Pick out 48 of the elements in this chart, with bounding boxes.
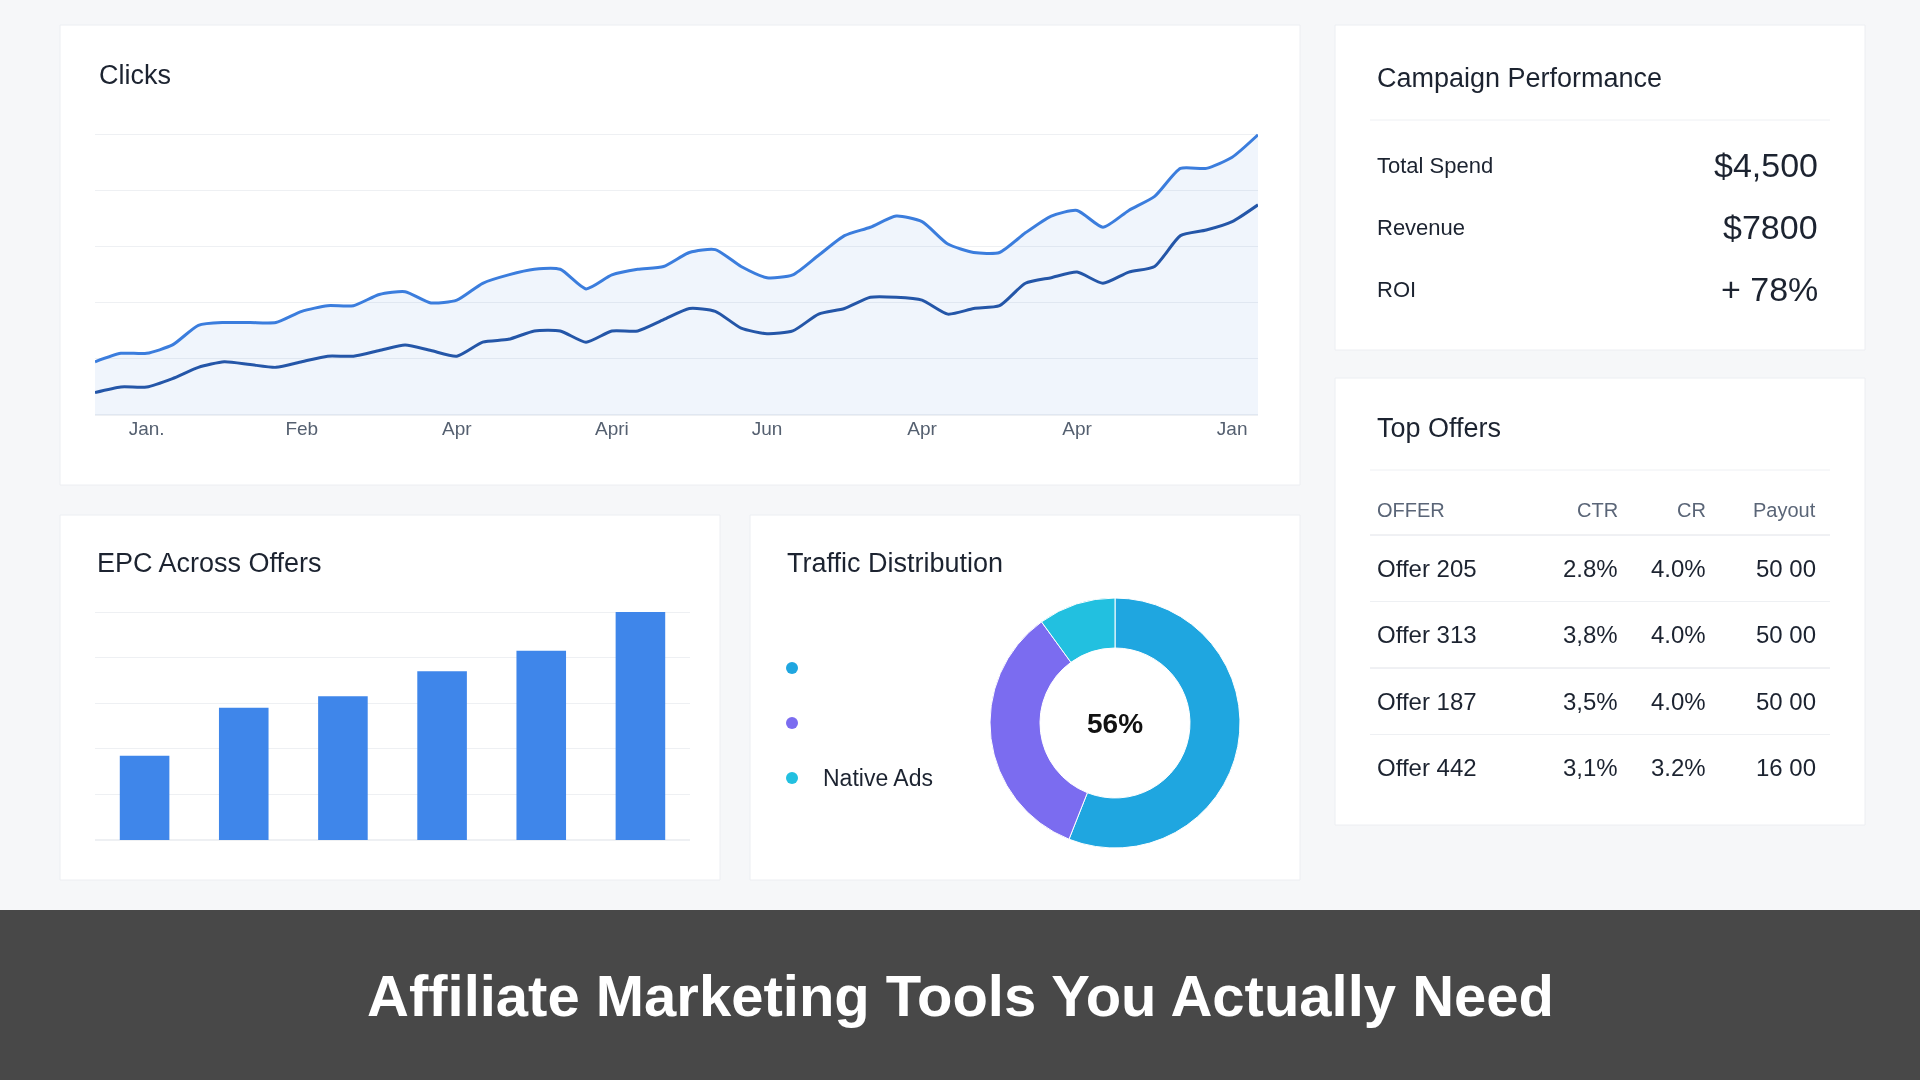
- text: 3,1%: [1563, 754, 1618, 781]
- text: 4.0%: [1651, 555, 1706, 582]
- text: Offer 442: [1377, 754, 1477, 781]
- bar: [516, 650, 567, 840]
- text: 50 00: [1756, 555, 1817, 582]
- text: Campaign Performance: [1377, 63, 1663, 93]
- text: 50 00: [1756, 688, 1817, 715]
- text: 4.0%: [1651, 621, 1706, 648]
- text: Offer 205: [1377, 555, 1477, 582]
- text: Payout: [1753, 499, 1816, 521]
- x-tick-label: Apr: [442, 418, 473, 439]
- text: Total Spend: [1377, 153, 1494, 178]
- text: 16 00: [1756, 754, 1817, 781]
- text: $7800: [1723, 208, 1818, 246]
- text: OFFER: [1377, 499, 1445, 521]
- text: 3,8%: [1563, 621, 1618, 648]
- x-tick-label: Feb: [285, 418, 319, 439]
- chart-title: Traffic Distribution: [787, 548, 1004, 578]
- text: Affiliate Marketing Tools You Actually Need: [367, 963, 1555, 1028]
- text: 56%: [1087, 708, 1144, 739]
- legend-label: Native Ads: [823, 765, 933, 791]
- chart-title: EPC Across Offers: [97, 548, 322, 578]
- x-tick-label: Apri: [594, 418, 629, 439]
- text: 50 00: [1756, 621, 1817, 648]
- text: 4.0%: [1651, 688, 1706, 715]
- text: 3,5%: [1563, 688, 1618, 715]
- text: CR: [1677, 499, 1706, 521]
- text: ROI: [1377, 277, 1417, 302]
- bar: [615, 612, 666, 840]
- bar: [218, 707, 269, 840]
- text: 3.2%: [1651, 754, 1706, 781]
- bar: [119, 755, 170, 840]
- x-tick-label: Jan.: [128, 418, 165, 439]
- text: Offer 313: [1377, 621, 1477, 648]
- text: + 78%: [1721, 270, 1819, 308]
- x-tick-label: Jun: [751, 418, 783, 439]
- text: CTR: [1577, 499, 1619, 521]
- chart-title: Clicks: [99, 60, 171, 90]
- bar: [318, 696, 368, 840]
- text: Revenue: [1377, 215, 1466, 240]
- x-tick-label: Apr: [1062, 418, 1093, 439]
- text: $4,500: [1714, 146, 1818, 184]
- text: Offer 187: [1377, 688, 1477, 715]
- text: 2.8%: [1563, 555, 1618, 582]
- x-tick-label: Jan: [1216, 418, 1248, 439]
- bar: [417, 671, 467, 840]
- x-tick-label: Apr: [907, 418, 938, 439]
- text: Top Offers: [1377, 413, 1502, 443]
